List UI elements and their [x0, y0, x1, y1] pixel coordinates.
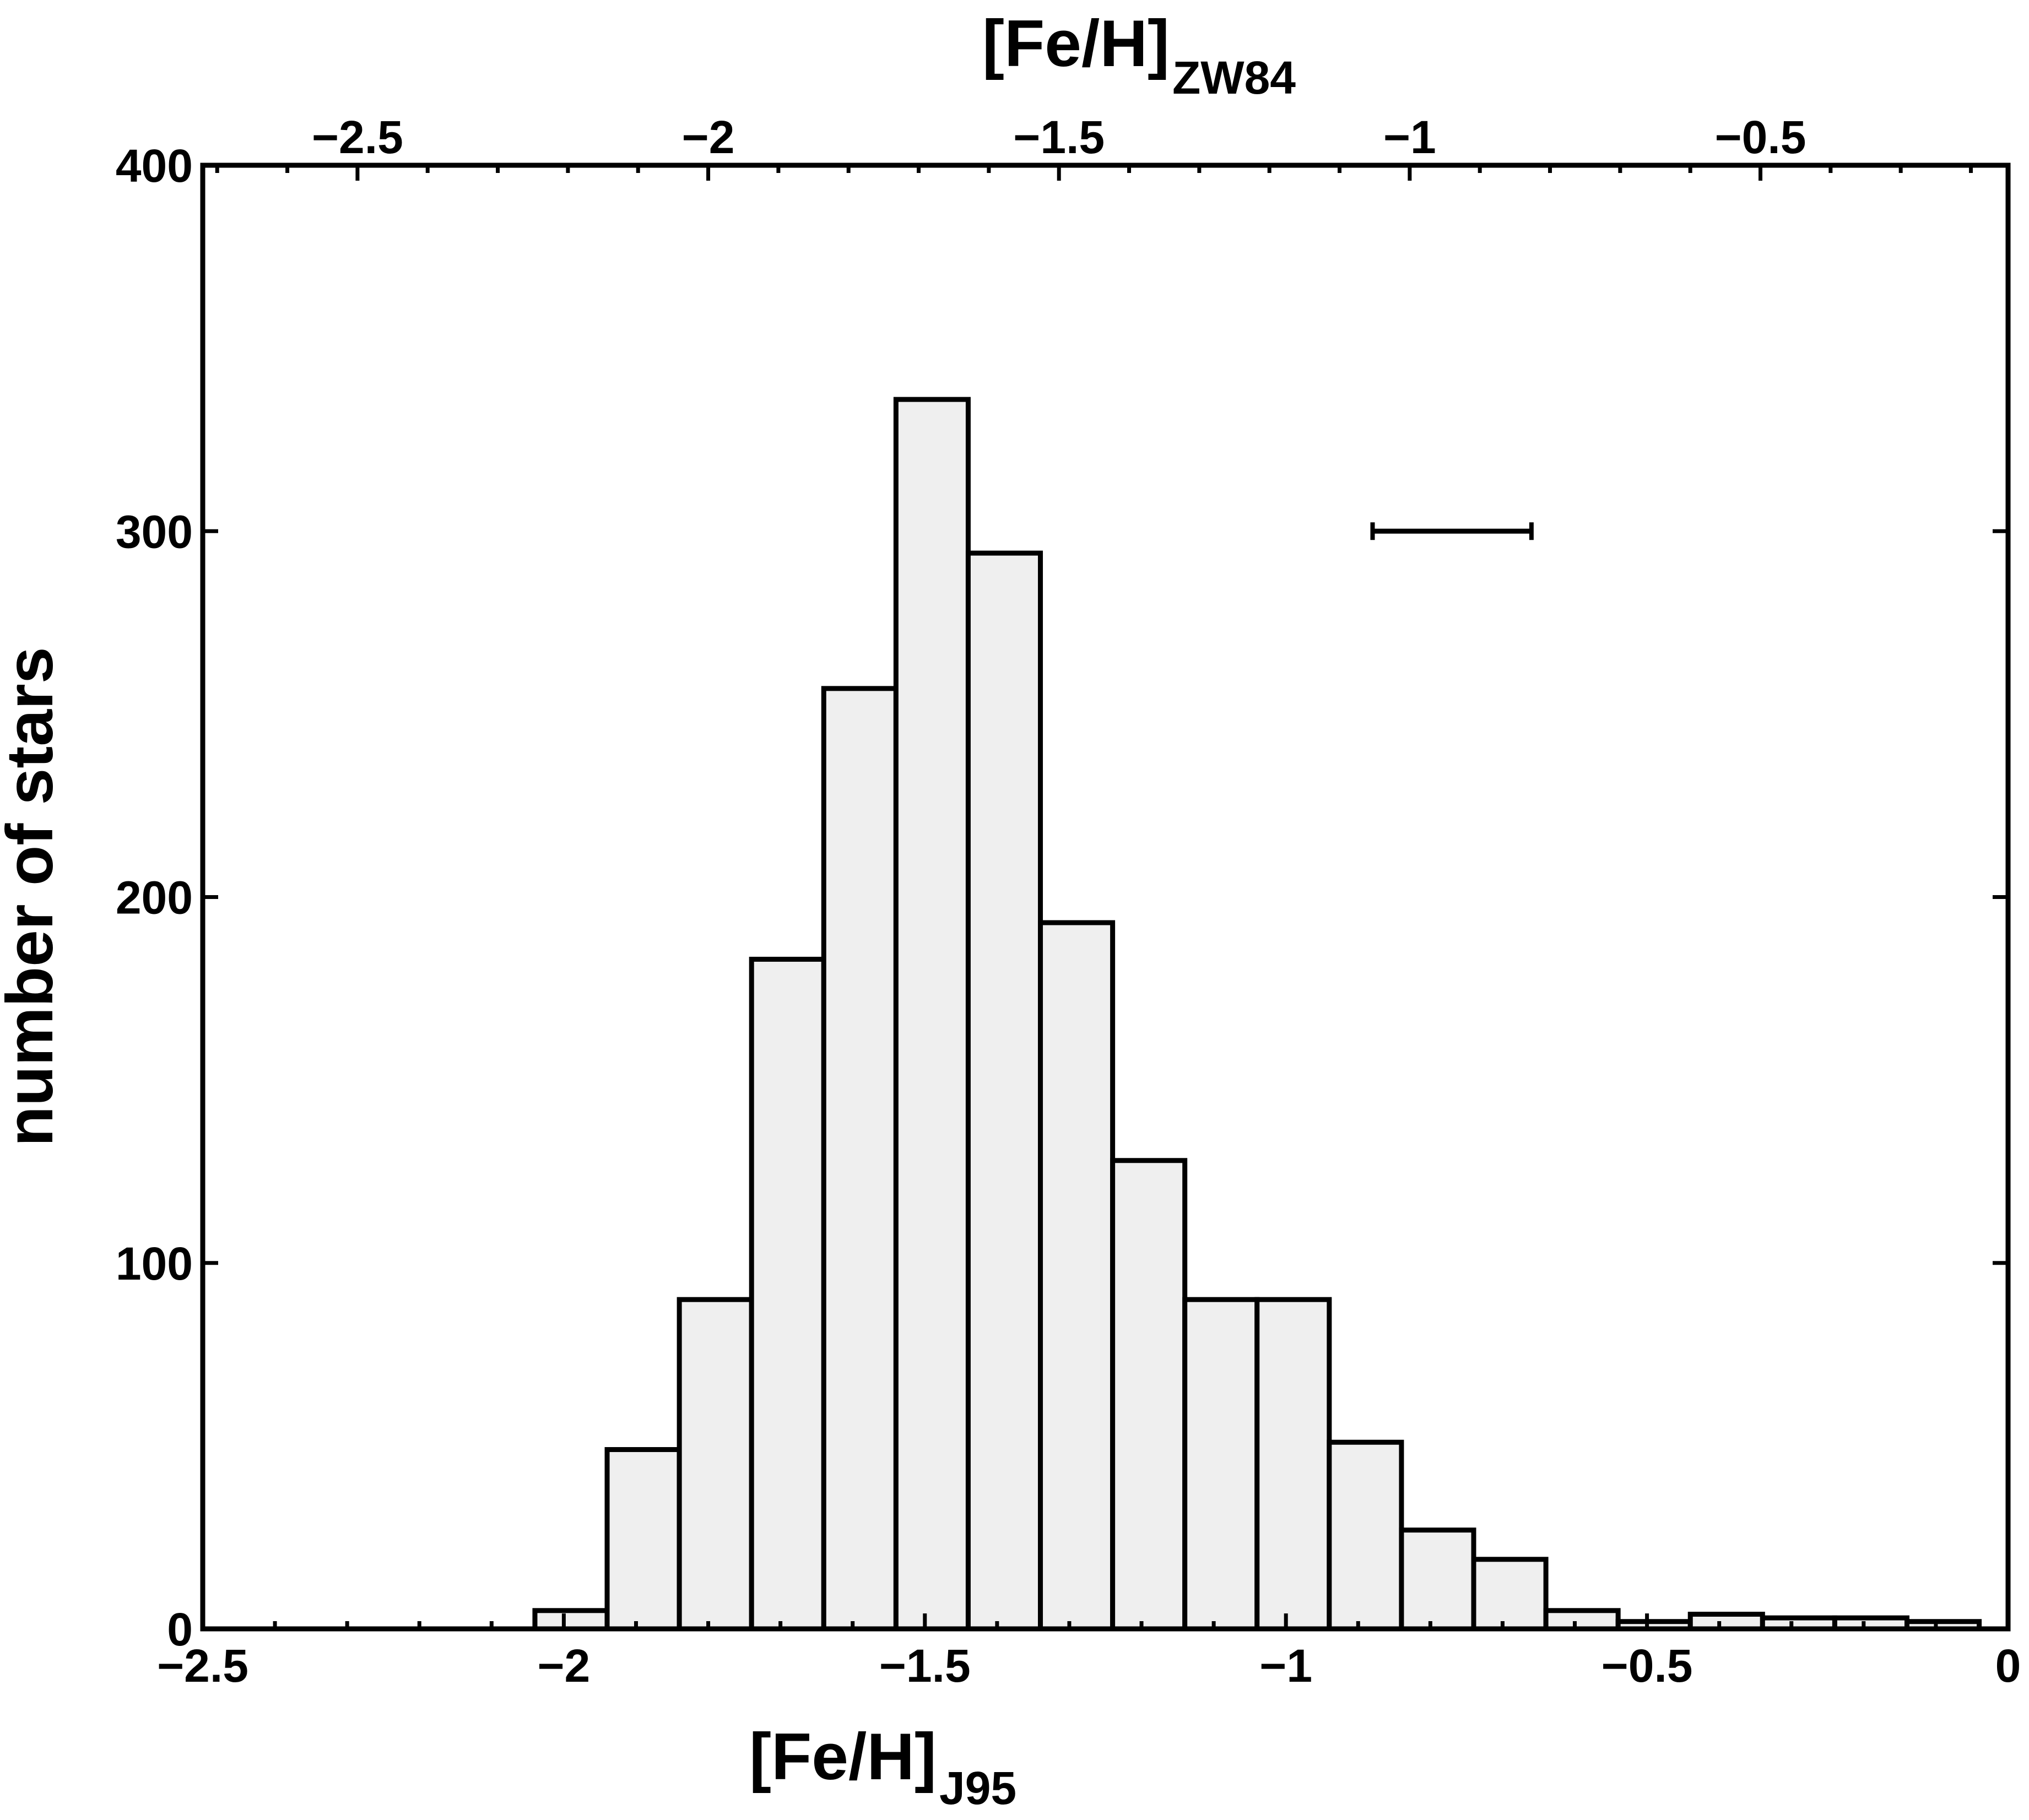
- top-tick-label: −2.5: [312, 111, 403, 163]
- histogram-bar-4: [821, 686, 899, 1632]
- x-axis-title: [Fe/H]: [749, 1720, 937, 1794]
- x-tick-label: −1.5: [879, 1640, 971, 1692]
- histogram-bar-6: [965, 550, 1043, 1632]
- x-axis-title-main: [Fe/H]: [749, 1720, 937, 1794]
- histogram-bar-13: [1471, 1557, 1549, 1632]
- y-tick-label: 100: [116, 1238, 193, 1290]
- x-tick-label: −2: [538, 1640, 591, 1692]
- top-axis-title: [Fe/H]: [982, 7, 1170, 80]
- x-tick-label: 0: [1995, 1640, 2021, 1692]
- y-tick-label: 300: [116, 506, 193, 557]
- top-tick-label: −1: [1383, 111, 1436, 163]
- y-tick-label: 400: [116, 140, 193, 192]
- y-axis-title: number of stars: [0, 647, 67, 1147]
- histogram-bar-0: [532, 1608, 610, 1632]
- histogram-bar-10: [1254, 1297, 1332, 1632]
- histogram-bar-7: [1038, 920, 1116, 1632]
- tick-labels: −2.5 −2 −1.5 −1 −0.5 0−2.5 −2 −1.5 −1 −0.50100200…: [116, 111, 2021, 1692]
- histogram-bar-14: [1543, 1608, 1621, 1632]
- histogram-bar-11: [1327, 1439, 1404, 1632]
- histogram-bars: [532, 397, 1982, 1632]
- histogram-bar-8: [1110, 1158, 1188, 1632]
- top-tick-label: −0.5: [1715, 111, 1806, 163]
- y-tick-label: 0: [167, 1604, 193, 1655]
- axis-ticks: [201, 163, 2010, 1631]
- x-tick-label: −2.5: [157, 1640, 248, 1692]
- x-axis-title-subscript: J95: [939, 1762, 1016, 1814]
- top-axis-title-main: [Fe/H]: [982, 7, 1170, 80]
- histogram-bar-1: [604, 1447, 682, 1632]
- y-tick-label: 200: [116, 872, 193, 924]
- top-tick-label: −2: [682, 111, 735, 163]
- histogram-bar-9: [1182, 1297, 1260, 1632]
- top-axis-title-subscript: ZW84: [1172, 52, 1296, 104]
- histogram-bar-3: [749, 956, 826, 1632]
- histogram-bar-5: [893, 397, 971, 1632]
- top-tick-label: −1.5: [1013, 111, 1105, 163]
- error-bar: [1370, 522, 1534, 540]
- x-tick-label: −0.5: [1601, 1640, 1693, 1692]
- x-tick-label: −1: [1259, 1640, 1312, 1692]
- histogram-bar-12: [1399, 1528, 1476, 1632]
- histogram-bar-2: [677, 1297, 754, 1632]
